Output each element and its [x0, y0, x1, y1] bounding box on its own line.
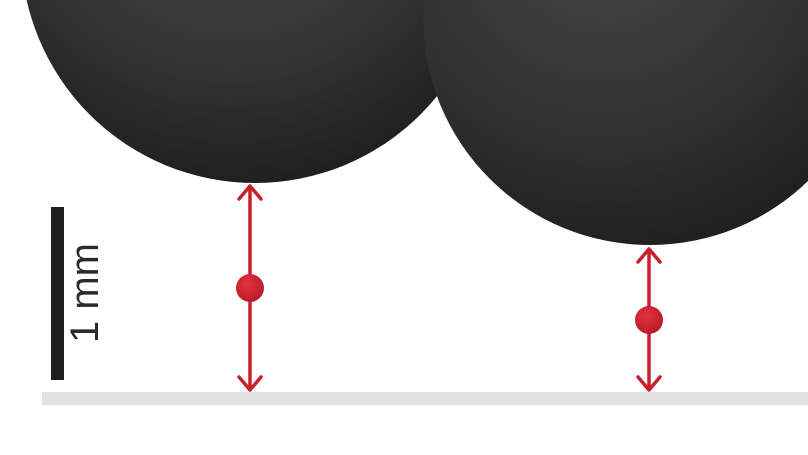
- scale-bar: [51, 207, 64, 380]
- gap-midpoint-dot-left: [236, 274, 264, 302]
- sphere-left: [26, 0, 484, 183]
- scale-bar-label: 1 mm: [63, 243, 107, 343]
- substrate-surface: [42, 392, 808, 405]
- gap-midpoint-dot-right: [635, 306, 663, 334]
- sphere-middle: [423, 0, 808, 245]
